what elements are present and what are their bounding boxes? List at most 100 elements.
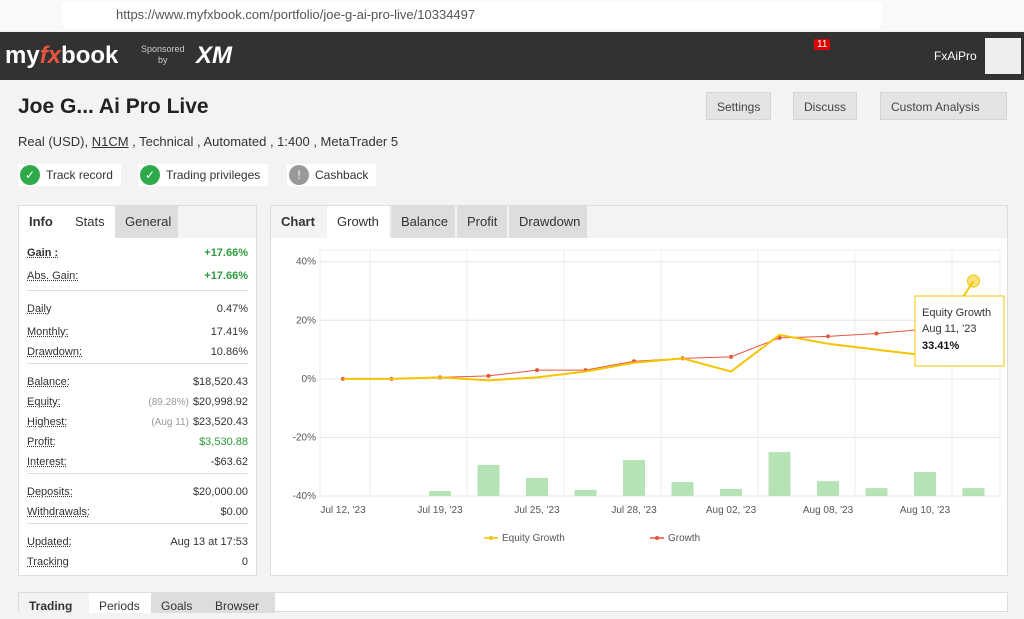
meta-text: , Technical , Automated , 1:400 , MetaTr… [132,134,399,149]
x-tick-label: Aug 08, '23 [803,505,854,516]
y-tick-label: -20% [293,432,316,443]
stat-number: Aug 13 at 17:53 [170,536,248,548]
legend-dot[interactable] [655,536,659,540]
point [486,373,491,378]
stat-number: 10.86% [210,346,248,358]
stat-number: 0 [241,556,248,568]
legend-dot[interactable] [489,536,493,540]
stat-number: +17.66% [204,270,248,282]
site-header: myfxbook Sponsored by XM 11 FxAiPro [0,32,1024,80]
x-tick-label: Aug 02, '23 [706,505,757,516]
chart-tab[interactable]: Growth [327,206,389,238]
stat-row: Highest: (Aug 11) $23,520.43 [27,413,248,431]
stat-row: Equity: (89.28%) $20,998.92 [27,393,248,411]
bar [865,488,888,496]
bottom-tab[interactable]: Browser [205,593,275,613]
stat-label: Highest: [27,416,68,428]
bar [623,459,645,496]
tooltip-series: Equity Growth [922,307,991,319]
x-tick-label: Jul 12, '23 [320,505,366,516]
stat-value: $3,530.88 [199,433,248,451]
notification-count[interactable]: 11 [814,39,831,50]
stat-label: Equity: [27,396,61,408]
stat-value: $0.00 [220,503,248,521]
logo[interactable]: myfxbook [5,42,118,70]
bar [526,477,548,496]
stats-panel: Info Stats General Gain : +17.66% Abs. Gain: +… [18,205,257,576]
address-bar[interactable] [62,2,882,28]
bottom-tab[interactable]: Goals [151,593,205,613]
stat-value: 0 [242,553,248,571]
stat-row: Updated: Aug 13 at 17:53 [27,533,248,551]
chart-tabs: Chart Growth Balance Profit Drawdown [271,206,1007,238]
stat-note: (Aug 11) [151,417,189,428]
user-name[interactable]: FxAiPro [934,49,977,63]
bottom-tab[interactable]: Trading [19,593,89,613]
chart: -40% -20% 0% 20% 40% Jul 12, '23 Jul 19, '23 Ju… [293,249,1005,544]
stat-row: Monthly: 17.41% [27,323,248,341]
x-tick-label: Jul 19, '23 [417,505,463,516]
badge-icon: ! [289,165,309,185]
x-tick-label: Jul 25, '23 [514,505,560,516]
chart-tab[interactable]: Profit [455,206,507,238]
url: https://www.myfxbook.com/portfolio/joe-g… [116,7,476,22]
stats-tab[interactable]: Stats [65,206,115,238]
bar [817,481,839,496]
discuss-button[interactable]: Discuss [793,92,858,120]
stat-number: 0.47% [216,303,248,315]
point [826,334,830,339]
y-tick-label: 20% [296,315,316,326]
logo-part: my [5,42,40,69]
stat-row: Profit: $3,530.88 [27,433,248,451]
stat-label: Drawdown: [27,346,83,358]
stat-row: Withdrawals: $0.00 [27,503,248,521]
y-tick-label: 0% [302,374,317,385]
stat-number: $20,998.92 [192,396,248,408]
bar [429,491,451,496]
stat-value: $18,520.43 [193,373,248,391]
stats-tab[interactable]: General [115,206,178,238]
stat-label: Withdrawals: [27,506,90,518]
badge-icon: ✓ [140,165,160,185]
stat-value: 10.86% [211,343,248,361]
stat-value: $20,000.00 [193,483,248,501]
stat-row: Abs. Gain: +17.66% [27,267,248,285]
stat-number: +17.66% [204,247,248,259]
badge[interactable]: ! Cashback [287,164,377,186]
analysis-button[interactable]: Custom Analysis [880,92,1007,120]
legend-label[interactable]: Equity Growth [502,533,565,544]
stat-value: (Aug 11) $23,520.43 [151,413,248,432]
series-line [343,280,975,382]
legend-label[interactable]: Growth [668,533,700,544]
point [535,368,539,373]
stat-number: 17.41% [210,326,248,338]
separator [27,290,248,291]
separator [27,523,248,524]
badge[interactable]: ✓ Track record [18,164,121,186]
x-tick-label: Jul 28, '23 [611,505,657,516]
stat-row: Balance: $18,520.43 [27,373,248,391]
sponsored-text: Sponsored [141,44,185,54]
plot-area [319,249,1001,497]
chart-tab[interactable]: Chart [281,214,315,229]
stat-row: Interest: -$63.62 [27,453,248,471]
sponsored: Sponsored by [141,44,185,66]
avatar[interactable] [985,38,1021,74]
broker-link[interactable]: N1CM [91,134,129,149]
settings-button[interactable]: Settings [706,92,772,120]
logo-part: fx [39,42,62,69]
bottom-tab[interactable]: Periods [89,593,151,613]
stat-label: Tracking [27,556,69,568]
by-text: by [158,55,168,65]
chart-tab[interactable]: Balance [389,206,455,238]
stat-label: Abs. Gain: [27,270,79,282]
stats-tab[interactable]: Info [19,206,65,238]
chart-tab[interactable]: Drawdown [507,206,587,238]
stat-value: Aug 13 at 17:53 [170,533,248,551]
stat-label: Daily [27,303,52,315]
sponsor-logo[interactable]: XM [196,42,232,69]
badge[interactable]: ✓ Trading privileges [138,164,269,186]
stat-note: (89.28%) [148,397,189,408]
stat-label: Deposits: [27,486,73,498]
